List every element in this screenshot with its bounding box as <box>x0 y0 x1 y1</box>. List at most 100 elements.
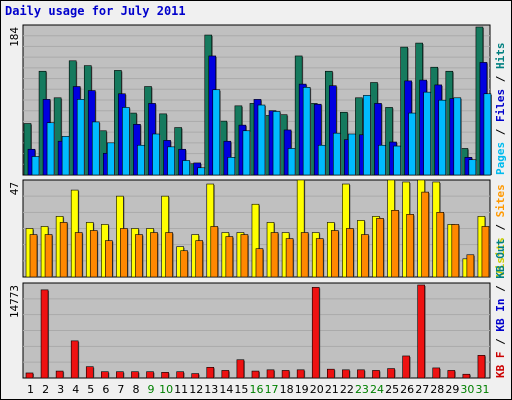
bar-sites-day-15 <box>240 234 249 278</box>
x-tick-label-day-11: 11 <box>174 383 188 396</box>
bar-pages-day-6 <box>107 142 115 176</box>
bar-sites-day-6 <box>105 240 113 278</box>
bar-kb-f-day-9 <box>146 371 154 379</box>
bar-kb-f-day-5 <box>85 366 94 379</box>
bar-pages-day-12 <box>197 167 206 176</box>
legend-part: KB In <box>494 299 507 332</box>
bar-kb-f-day-14 <box>221 370 230 379</box>
bar-sites-day-27 <box>421 191 429 278</box>
y-max-label-bottom: 14773 <box>8 285 21 318</box>
bar-kb-f-day-22 <box>342 369 350 379</box>
bar-kb-f-day-7 <box>116 371 124 379</box>
bar-sites-day-3 <box>59 222 68 278</box>
legend-part: Sites <box>494 184 507 217</box>
bar-kb-f-day-15 <box>236 359 245 379</box>
legend-part: KB Out <box>494 239 507 279</box>
bar-pages-day-17 <box>272 111 281 176</box>
legend-part: / <box>494 122 507 142</box>
y-max-label-middle: 47 <box>8 182 21 195</box>
bar-sites-day-29 <box>451 224 460 278</box>
bar-kb-f-day-11 <box>176 371 184 379</box>
bar-kb-f-day-20 <box>311 287 320 379</box>
bar-sites-day-18 <box>285 238 294 278</box>
bar-sites-day-9 <box>150 232 158 278</box>
bar-pages-day-11 <box>182 160 190 176</box>
bar-kb-f-day-24 <box>372 370 380 379</box>
bar-kb-f-day-23 <box>357 369 365 379</box>
bar-pages-day-7 <box>122 107 130 176</box>
bar-pages-day-30 <box>468 159 477 176</box>
bar-sites-day-17 <box>270 232 279 278</box>
bar-pages-day-15 <box>242 130 251 176</box>
legend-top: Pages / Files / Hits <box>494 43 507 176</box>
bar-files-day-21 <box>328 85 337 176</box>
x-tick-label-day-13: 13 <box>204 383 218 396</box>
x-tick-label-day-4: 4 <box>72 383 79 396</box>
panel-bottom: 14773 KB F / KB In / KB Out <box>8 239 507 379</box>
x-tick-label-day-26: 26 <box>400 383 414 396</box>
bar-pages-day-5 <box>91 121 100 176</box>
bar-pages-day-22 <box>348 133 356 176</box>
bar-sites-day-10 <box>165 232 173 278</box>
legend-part: Visits <box>494 237 507 277</box>
bar-kb-f-day-19 <box>296 369 305 379</box>
legend-part: Files <box>494 89 507 122</box>
x-tick-label-day-27: 27 <box>415 383 429 396</box>
legend-part: / <box>494 279 507 299</box>
bar-kb-f-day-26 <box>402 355 410 379</box>
bar-pages-day-4 <box>76 99 85 176</box>
x-tick-label-day-10: 10 <box>159 383 173 396</box>
bar-pages-day-29 <box>453 97 462 176</box>
bar-pages-day-20 <box>317 144 326 176</box>
bar-sites-day-21 <box>330 230 339 278</box>
x-tick-label-day-22: 22 <box>340 383 354 396</box>
bar-kb-f-day-25 <box>387 368 395 379</box>
legend-part: Pages <box>494 142 507 175</box>
bar-kb-f-day-31 <box>477 355 486 379</box>
x-tick-label-day-30: 30 <box>460 383 474 396</box>
legend-part: / <box>494 69 507 89</box>
x-tick-label-day-29: 29 <box>445 383 459 396</box>
bar-kb-f-day-8 <box>131 371 139 379</box>
bar-pages-day-19 <box>302 87 311 176</box>
panel-middle: 47 Visits / Sites <box>8 179 507 278</box>
bar-kb-f-day-4 <box>70 340 79 379</box>
bar-kb-f-day-30 <box>462 373 471 379</box>
x-tick-label-day-1: 1 <box>27 383 34 396</box>
x-tick-label-day-24: 24 <box>370 383 384 396</box>
bar-pages-day-21 <box>332 132 341 176</box>
bar-pages-day-14 <box>227 157 236 176</box>
bar-pages-day-13 <box>212 89 221 176</box>
bar-kb-f-day-18 <box>281 370 290 379</box>
x-tick-label-day-16: 16 <box>250 383 264 396</box>
x-tick-label-day-5: 5 <box>87 383 94 396</box>
bar-visits-day-19 <box>296 179 305 278</box>
bar-sites-day-13 <box>210 226 219 278</box>
bar-pages-day-26 <box>408 112 416 176</box>
bar-sites-day-12 <box>195 240 204 278</box>
x-tick-label-day-15: 15 <box>234 383 248 396</box>
bar-sites-day-4 <box>74 232 83 278</box>
bar-kb-f-day-2 <box>40 289 49 379</box>
bar-pages-day-2 <box>46 122 55 176</box>
bar-sites-day-28 <box>436 212 445 278</box>
bar-sites-day-22 <box>346 228 354 278</box>
bar-sites-day-11 <box>180 250 188 278</box>
bar-pages-day-16 <box>257 104 266 176</box>
bar-kb-f-day-29 <box>447 370 456 379</box>
x-tick-label-day-14: 14 <box>219 383 233 396</box>
bar-files-day-20 <box>313 103 322 176</box>
y-max-label-top: 184 <box>8 27 21 47</box>
bar-files-day-24 <box>374 103 382 176</box>
x-tick-label-day-3: 3 <box>57 383 64 396</box>
x-tick-label-day-20: 20 <box>310 383 324 396</box>
bar-pages-day-1 <box>31 156 40 176</box>
bar-pages-day-9 <box>152 133 160 176</box>
x-tick-label-day-7: 7 <box>117 383 124 396</box>
bar-pages-day-25 <box>393 145 401 176</box>
bar-sites-day-25 <box>391 209 399 278</box>
bar-sites-day-8 <box>135 234 143 278</box>
bar-sites-day-1 <box>29 234 38 278</box>
bar-sites-day-7 <box>120 228 128 278</box>
